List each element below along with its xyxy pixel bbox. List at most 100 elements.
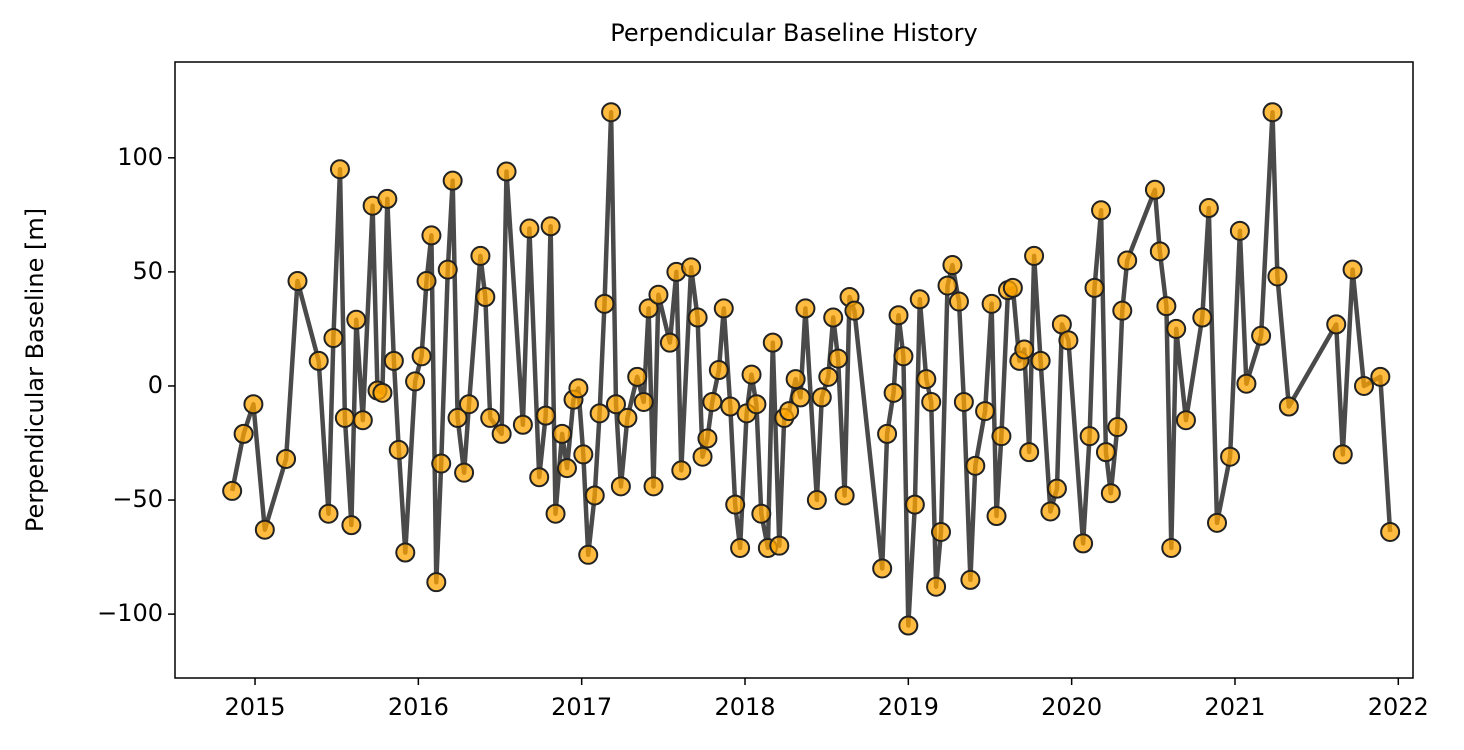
data-point (480, 407, 501, 428)
data-point (1058, 330, 1079, 351)
data-point (447, 407, 468, 428)
data-point (795, 298, 816, 319)
data-point (741, 364, 762, 385)
data-point (1002, 277, 1023, 298)
data-point (1326, 314, 1347, 335)
data-point (578, 544, 599, 565)
data-point (921, 391, 942, 412)
data-point (643, 476, 664, 497)
data-point (769, 535, 790, 556)
data-point (395, 542, 416, 563)
x-tick-label: 2018 (714, 693, 775, 721)
y-tick-label: 100 (117, 143, 163, 171)
data-point (806, 490, 827, 511)
data-point (627, 366, 648, 387)
data-point (421, 225, 442, 246)
data-point (601, 102, 622, 123)
data-point (617, 407, 638, 428)
data-point (1229, 220, 1250, 241)
data-point (1030, 350, 1051, 371)
data-point (1024, 245, 1045, 266)
data-point (702, 391, 723, 412)
data-point (610, 476, 631, 497)
data-point (790, 387, 811, 408)
data-point (730, 537, 751, 558)
data-point (975, 401, 996, 422)
data-point (785, 369, 806, 390)
data-point (437, 259, 458, 280)
data-point (725, 494, 746, 515)
data-point (1342, 259, 1363, 280)
data-point (844, 300, 865, 321)
data-point (883, 382, 904, 403)
data-point (1156, 296, 1177, 317)
data-point (411, 346, 432, 367)
data-point (1354, 375, 1375, 396)
data-point (960, 569, 981, 590)
data-point (1236, 373, 1257, 394)
data-point (681, 257, 702, 278)
data-point (1332, 444, 1353, 465)
data-point (1046, 478, 1067, 499)
x-tick-label: 2019 (878, 693, 939, 721)
data-point (388, 439, 409, 460)
data-point (475, 286, 496, 307)
data-point (811, 387, 832, 408)
data-point (341, 515, 362, 536)
data-point (535, 405, 556, 426)
data-point (877, 423, 898, 444)
data-point (594, 293, 615, 314)
data-point (1040, 501, 1061, 522)
data-point (556, 458, 577, 479)
data-point (893, 346, 914, 367)
data-point (926, 576, 947, 597)
series-line (229, 109, 1393, 628)
data-point (605, 394, 626, 415)
data-point (405, 371, 426, 392)
data-point (1100, 483, 1121, 504)
data-point (687, 307, 708, 328)
data-point (442, 170, 463, 191)
data-point (1370, 366, 1391, 387)
data-point (986, 506, 1007, 527)
data-point (1073, 533, 1094, 554)
data-point (1380, 521, 1401, 542)
data-point (872, 558, 893, 579)
data-point (1251, 325, 1272, 346)
data-point (762, 332, 783, 353)
y-tick-label: −100 (97, 599, 163, 627)
data-point (638, 298, 659, 319)
data-point (1161, 537, 1182, 558)
data-point (318, 503, 339, 524)
data-point (818, 366, 839, 387)
data-point (1166, 318, 1187, 339)
data-point (991, 426, 1012, 447)
data-point (454, 462, 475, 483)
data-point (276, 448, 297, 469)
data-point (540, 216, 561, 237)
y-axis-label: Perpendicular Baseline [m] (21, 208, 49, 532)
data-point (898, 615, 919, 636)
x-tick-label: 2015 (224, 693, 285, 721)
data-point (233, 423, 254, 444)
data-point (1112, 300, 1133, 321)
data-point (909, 289, 930, 310)
y-tick-label: 50 (132, 257, 163, 285)
data-point (953, 391, 974, 412)
data-point (1207, 512, 1228, 533)
x-tick-label: 2021 (1204, 693, 1265, 721)
data-point (1095, 442, 1116, 463)
data-point (426, 572, 447, 593)
data-point (671, 460, 692, 481)
data-point (496, 161, 517, 182)
data-point (1084, 277, 1105, 298)
data-point (834, 485, 855, 506)
data-point (779, 401, 800, 422)
data-point (1267, 266, 1288, 287)
data-point (1278, 396, 1299, 417)
data-point (287, 271, 308, 292)
data-point (573, 444, 594, 465)
data-point (431, 453, 452, 474)
x-tick-label: 2017 (551, 693, 612, 721)
